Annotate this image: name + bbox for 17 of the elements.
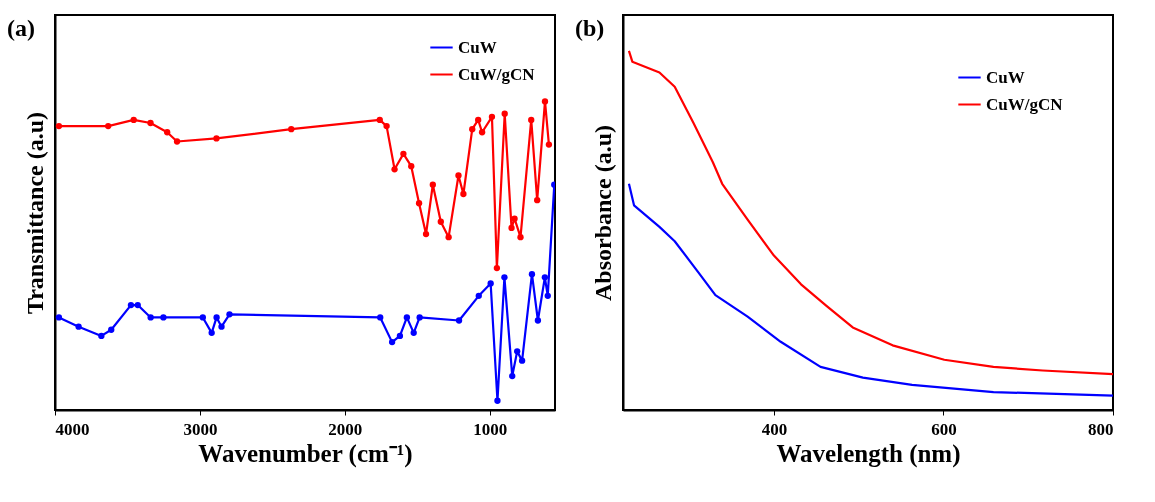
x-tick-label: 4000 [55,419,90,439]
legend-label: CuW/gCN [986,94,1064,114]
chart-title: (b) [575,15,605,41]
x-tick-label: 800 [1088,419,1114,439]
x-tick-label: 400 [761,419,788,439]
chart-title: (a) [7,15,35,41]
x-tick-label: 1000 [473,419,508,439]
legend-label: CuW [458,37,497,57]
x-axis-title: Wavenumber (cm⁻¹) [198,439,413,468]
y-axis-title: Absorbance (a.u) [589,124,616,302]
x-tick-label: 3000 [183,419,218,439]
legend-label: CuW/gCN [458,64,536,84]
y-axis-title: Transmittance (a.u) [21,111,48,315]
x-axis-title: Wavelength (nm) [776,439,961,468]
legend-label: CuW [986,67,1025,87]
x-tick-label: 2000 [328,419,363,439]
x-tick-label: 600 [931,419,957,439]
